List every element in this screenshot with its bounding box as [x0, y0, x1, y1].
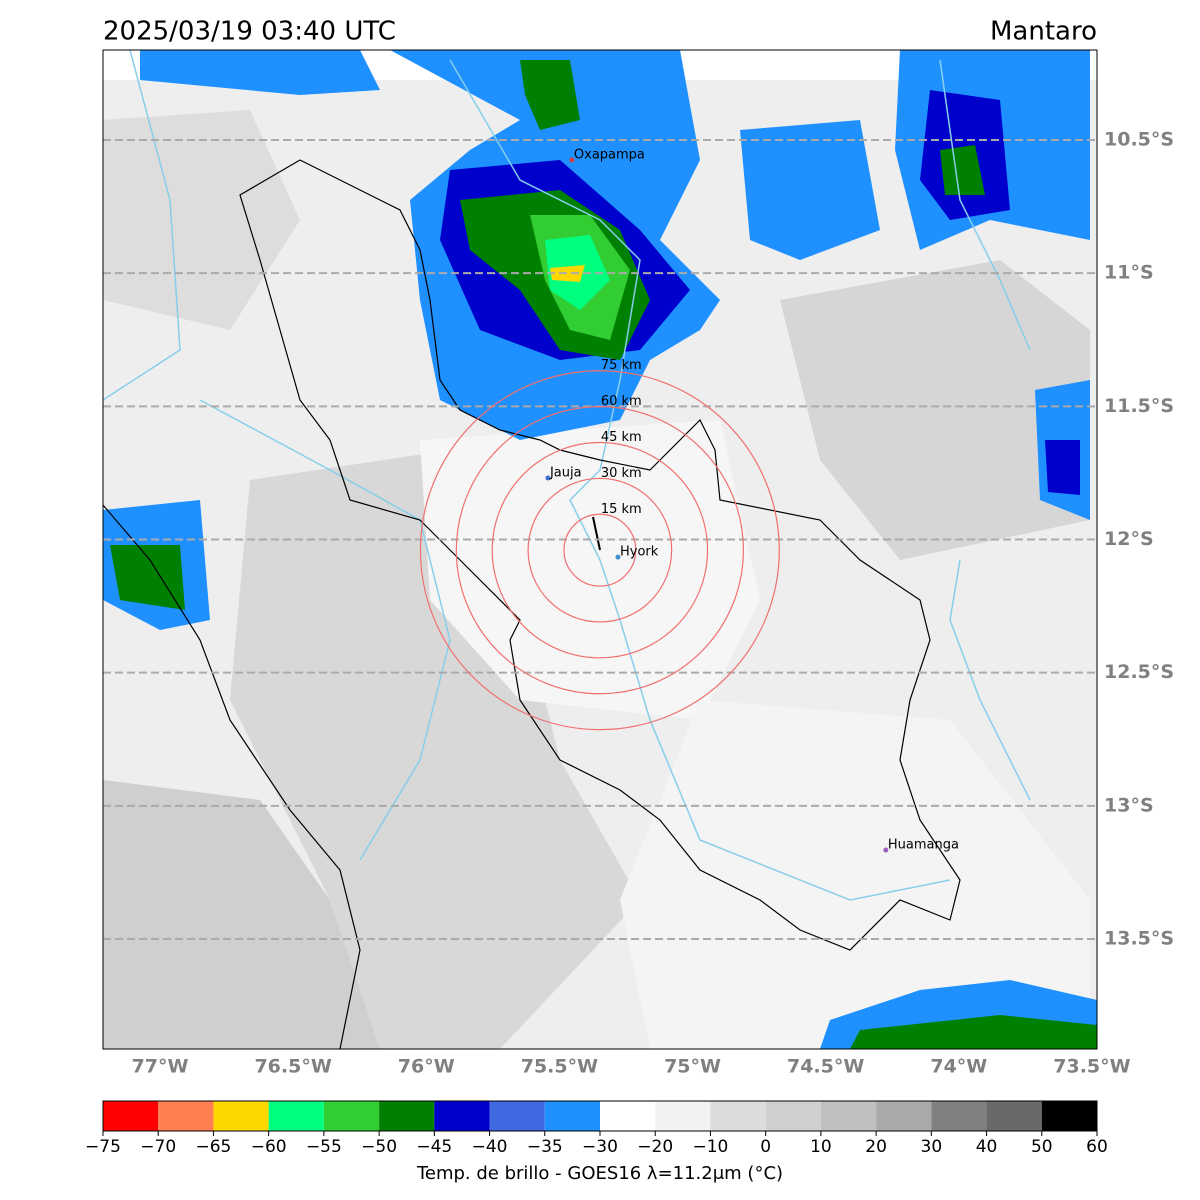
- river: [103, 50, 1031, 901]
- colorbar-tick-label: −60: [251, 1137, 287, 1157]
- ring-label: 30 km: [601, 466, 642, 481]
- colorbar-segment: [158, 1101, 214, 1131]
- colorbar-segment: [489, 1101, 545, 1131]
- colorbar-tick-label: 20: [865, 1137, 887, 1157]
- colorbar-tick-label: −45: [416, 1137, 452, 1157]
- colorbar-tick-label: −65: [195, 1137, 231, 1157]
- map-frame: [102, 49, 1098, 1050]
- range-ring: [491, 441, 709, 659]
- lon-label: 75.5°W: [521, 1056, 598, 1078]
- lon-label: 73.5°W: [1053, 1056, 1130, 1078]
- cloud-patch: [620, 700, 1090, 1049]
- range-ring: [527, 477, 673, 623]
- colorbar-tick-label: 10: [810, 1137, 832, 1157]
- colorbar-label: Temp. de brillo - GOES16 λ=11.2μm (°C): [416, 1163, 783, 1184]
- coastline: [103, 504, 361, 1049]
- lat-label: 11°S: [1104, 262, 1154, 284]
- city-label: Hyork: [620, 545, 659, 560]
- cloud-patch: [780, 260, 1090, 560]
- colorbar-segment: [1041, 1101, 1097, 1131]
- lat-label: 12°S: [1104, 528, 1154, 550]
- cold-cloud: [110, 545, 185, 610]
- ring-label: 45 km: [601, 430, 642, 445]
- colorbar-tick-label: −35: [527, 1137, 563, 1157]
- colorbar-tick-label: −40: [472, 1137, 508, 1157]
- cold-cloud: [140, 50, 380, 95]
- city-label: Oxapampa: [574, 147, 645, 162]
- colorbar-tick-label: −10: [692, 1137, 728, 1157]
- colorbar-segment: [379, 1101, 435, 1131]
- lon-label: 76°W: [398, 1056, 455, 1078]
- city-dot: [615, 554, 621, 560]
- city-dot: [545, 475, 551, 481]
- colorbar-tick-label: 0: [760, 1137, 771, 1157]
- colorbar-segment: [434, 1101, 490, 1131]
- city-dot: [883, 847, 889, 853]
- colorbar-tick-label: −70: [140, 1137, 176, 1157]
- range-ring: [419, 370, 780, 731]
- lat-label: 13°S: [1104, 794, 1154, 816]
- basin-boundary: [239, 159, 961, 951]
- cold-cloud: [740, 120, 880, 260]
- colorbar-tick-label: 50: [1031, 1137, 1053, 1157]
- imagery: [103, 50, 1097, 1049]
- colorbar-segment: [820, 1101, 877, 1131]
- colorbar-tick-label: −75: [85, 1137, 121, 1157]
- lat-label: 12.5°S: [1104, 661, 1174, 683]
- lon-label: 76.5°W: [254, 1056, 331, 1078]
- colorbar-tick-label: 60: [1086, 1137, 1108, 1157]
- colorbar-tick-label: −20: [637, 1137, 673, 1157]
- colorbar-segment: [765, 1101, 821, 1131]
- lon-label: 77°W: [132, 1056, 189, 1078]
- city-dot: [569, 157, 575, 163]
- colorbar-segment: [103, 1101, 159, 1131]
- range-ring: [455, 406, 745, 695]
- lat-label: 11.5°S: [1104, 395, 1174, 417]
- colorbar-segment: [931, 1101, 987, 1131]
- colorbar-tick-label: −50: [361, 1137, 397, 1157]
- city-label: Jauja: [549, 465, 582, 480]
- colorbar-segment: [710, 1101, 766, 1131]
- colorbar-segment: [268, 1101, 324, 1131]
- track: [592, 516, 601, 551]
- region: Mantaro: [990, 17, 1097, 47]
- cold-cloud: [520, 60, 580, 130]
- colorbar-segment: [323, 1101, 380, 1131]
- colorbar-tick-label: −55: [306, 1137, 342, 1157]
- cold-cloud: [550, 265, 585, 282]
- ring-label: 15 km: [601, 502, 642, 517]
- colorbar-segment: [876, 1101, 932, 1131]
- lat-label: 10.5°S: [1104, 129, 1174, 151]
- colorbar-tick-label: 30: [921, 1137, 943, 1157]
- overlay: 10.5°S 11°S 11.5°S 12°S 12.5°S 13°S 13.5°S 77°W…: [103, 129, 1174, 1078]
- cloud-patch: [230, 450, 640, 1049]
- lat-label: 13.5°S: [1104, 928, 1174, 950]
- lon-label: 74.5°W: [787, 1056, 864, 1078]
- colorbar-segment: [986, 1101, 1042, 1131]
- ring-label: 60 km: [601, 394, 642, 409]
- city-label: Huamanga: [888, 838, 959, 853]
- cold-cloud: [940, 145, 985, 195]
- colorbar-segment: [544, 1101, 600, 1131]
- cloud-patch: [103, 780, 380, 1049]
- title: 2025/03/19 03:40 UTC: [103, 17, 396, 47]
- ring-label: 75 km: [601, 358, 642, 373]
- cloud-patch: [103, 110, 300, 330]
- cold-cloud: [850, 1015, 1097, 1049]
- colorbar-segment: [213, 1101, 269, 1131]
- cold-cloud: [1045, 440, 1080, 495]
- range-ring: [563, 513, 637, 587]
- lon-label: 75°W: [664, 1056, 721, 1078]
- colorbar-segment: [600, 1101, 656, 1131]
- colorbar-tick-label: −30: [582, 1137, 618, 1157]
- colorbar-tick-label: 40: [976, 1137, 998, 1157]
- cloud-patch: [420, 420, 760, 720]
- lon-label: 74°W: [930, 1056, 987, 1078]
- colorbar-segment: [655, 1101, 711, 1131]
